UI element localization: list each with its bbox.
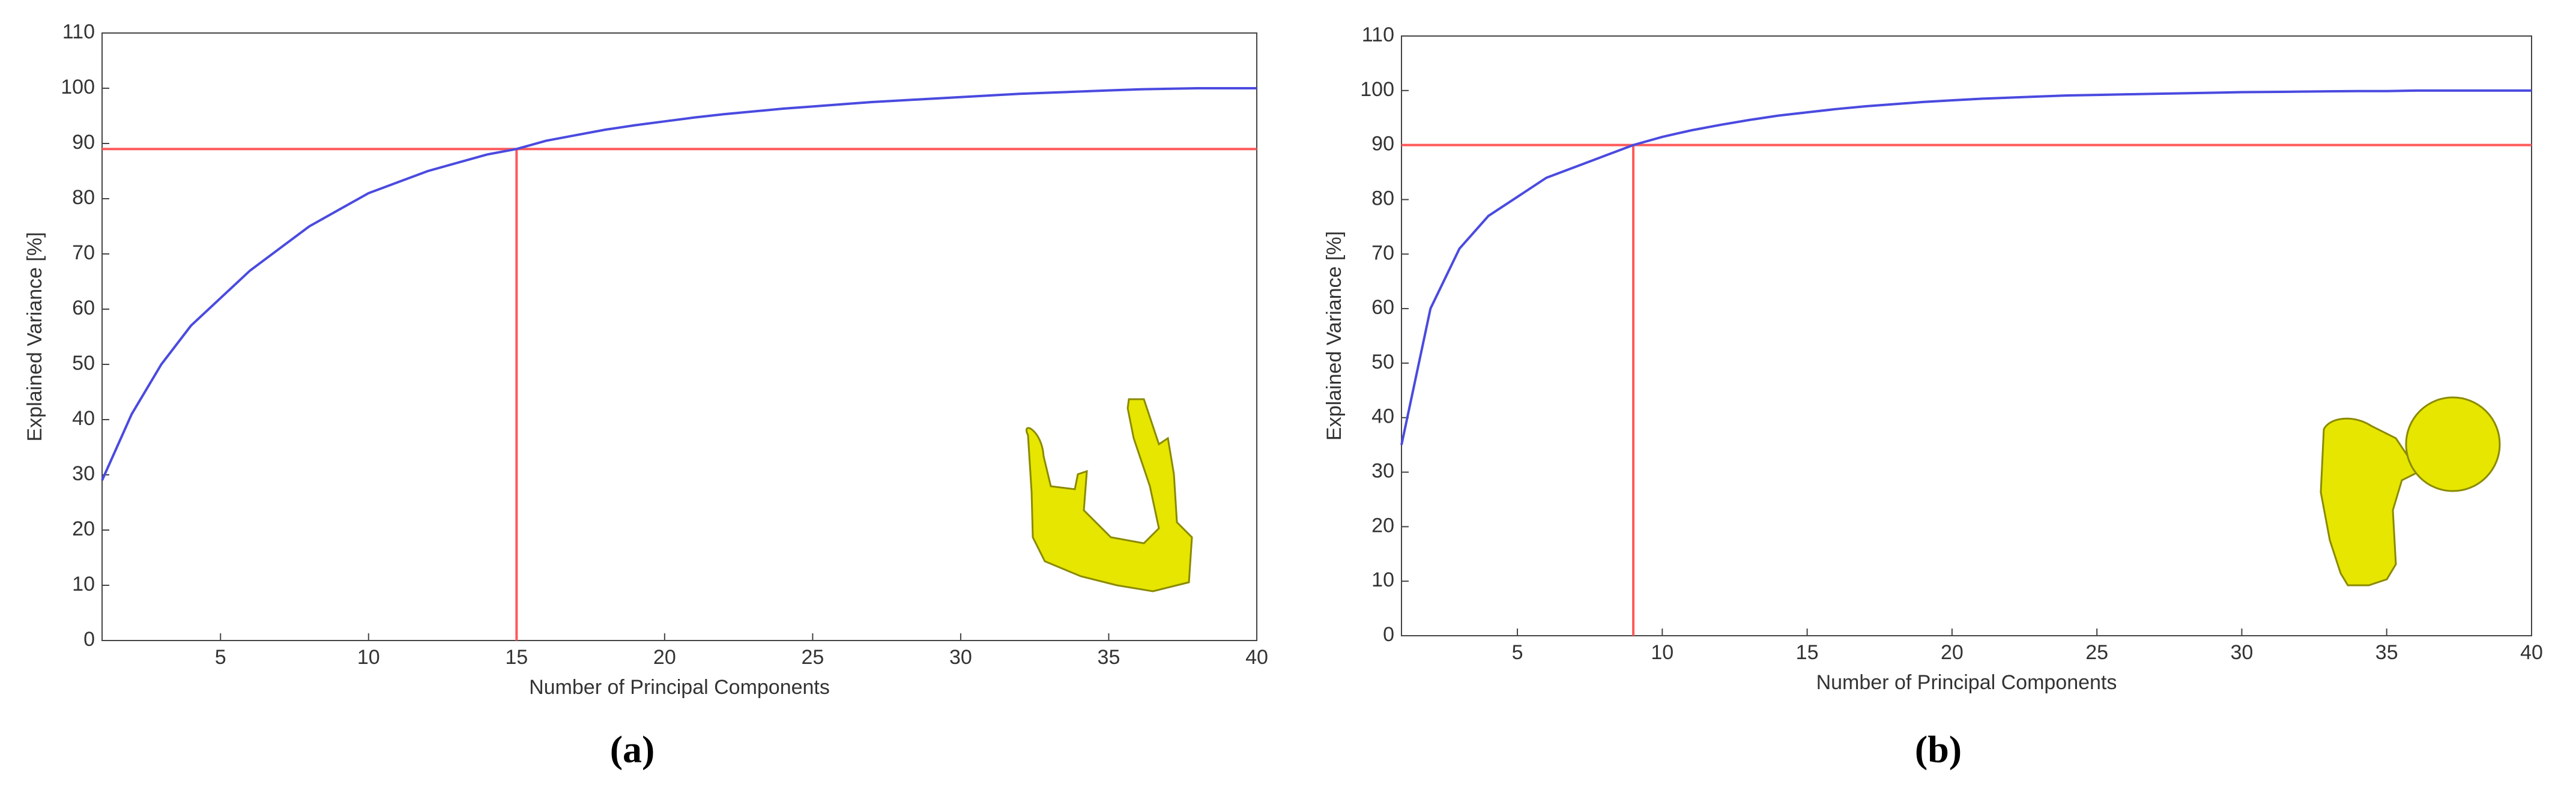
x-tick-label: 40 <box>2520 641 2543 664</box>
y-tick-label: 30 <box>72 462 95 485</box>
x-tick-label: 40 <box>1245 646 1268 669</box>
y-tick-label: 110 <box>1362 23 1394 46</box>
y-tick-label: 40 <box>1371 405 1394 428</box>
y-tick-label: 90 <box>72 131 95 154</box>
x-axis-label: Number of Principal Components <box>1816 671 2117 694</box>
plot-frame <box>101 32 1257 641</box>
data-line <box>1400 89 2532 445</box>
femur-image <box>2320 396 2501 586</box>
x-tick-label: 35 <box>1098 646 1120 669</box>
y-tick-label: 70 <box>72 241 95 264</box>
caption: (b) <box>1915 728 1962 771</box>
y-tick-label: 20 <box>1371 514 1394 537</box>
x-tick-label: 20 <box>1941 641 1964 664</box>
y-tick-label: 50 <box>1371 351 1394 373</box>
plot-frame <box>1401 35 2532 636</box>
y-tick-label: 0 <box>1383 623 1394 646</box>
y-tick-label: 40 <box>72 407 95 430</box>
x-axis-label: Number of Principal Components <box>529 676 830 699</box>
data-line <box>101 87 1257 481</box>
x-tick-label: 10 <box>357 646 380 669</box>
x-tick-label: 15 <box>505 646 528 669</box>
mandible-image <box>1026 398 1193 592</box>
x-tick-label: 30 <box>949 646 972 669</box>
x-tick-label: 15 <box>1796 641 1819 664</box>
y-tick-label: 100 <box>61 76 95 98</box>
y-tick-label: 110 <box>62 20 95 43</box>
y-tick-label: 80 <box>72 186 95 209</box>
x-tick-label: 5 <box>215 646 226 669</box>
y-tick-label: 10 <box>1371 568 1394 591</box>
y-tick-label: 20 <box>72 517 95 540</box>
y-tick-label: 10 <box>72 573 95 595</box>
y-tick-label: 80 <box>1371 187 1394 210</box>
x-tick-label: 25 <box>801 646 824 669</box>
y-axis-label: Explained Variance [%] <box>1323 231 1346 441</box>
x-tick-label: 35 <box>2375 641 2398 664</box>
y-tick-label: 0 <box>83 628 95 651</box>
y-tick-label: 70 <box>1371 241 1394 264</box>
x-tick-label: 5 <box>1512 641 1523 664</box>
y-tick-label: 50 <box>72 352 95 375</box>
x-tick-label: 25 <box>2085 641 2108 664</box>
caption: (a) <box>610 728 655 771</box>
y-tick-label: 90 <box>1371 133 1394 155</box>
x-tick-label: 10 <box>1651 641 1673 664</box>
y-axis-label: Explained Variance [%] <box>23 232 46 441</box>
x-tick-label: 20 <box>653 646 676 669</box>
x-tick-label: 30 <box>2231 641 2254 664</box>
y-tick-label: 60 <box>1371 296 1394 319</box>
y-tick-label: 30 <box>1371 460 1394 483</box>
y-tick-label: 100 <box>1360 78 1394 101</box>
y-tick-label: 60 <box>72 297 95 319</box>
